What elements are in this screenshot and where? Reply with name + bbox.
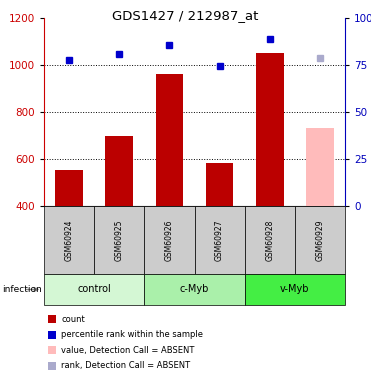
Text: GSM60926: GSM60926 [165,219,174,261]
Bar [155,74,183,206]
Text: infection: infection [2,285,42,294]
Text: percentile rank within the sample: percentile rank within the sample [62,330,203,339]
Text: control: control [77,285,111,294]
Text: v-Myb: v-Myb [280,285,309,294]
Bar [256,53,283,206]
Text: rank, Detection Call = ABSENT: rank, Detection Call = ABSENT [62,361,191,370]
Text: GSM60928: GSM60928 [265,219,274,261]
Text: GSM60929: GSM60929 [315,219,324,261]
Text: value, Detection Call = ABSENT: value, Detection Call = ABSENT [62,346,195,355]
Bar [206,162,233,206]
Bar [105,135,133,206]
Bar [306,129,334,206]
Bar [55,170,83,206]
Text: GDS1427 / 212987_at: GDS1427 / 212987_at [112,9,259,22]
Text: GSM60927: GSM60927 [215,219,224,261]
Text: count: count [62,315,85,324]
Text: c-Myb: c-Myb [180,285,209,294]
Text: GSM60925: GSM60925 [115,219,124,261]
Text: GSM60924: GSM60924 [65,219,73,261]
